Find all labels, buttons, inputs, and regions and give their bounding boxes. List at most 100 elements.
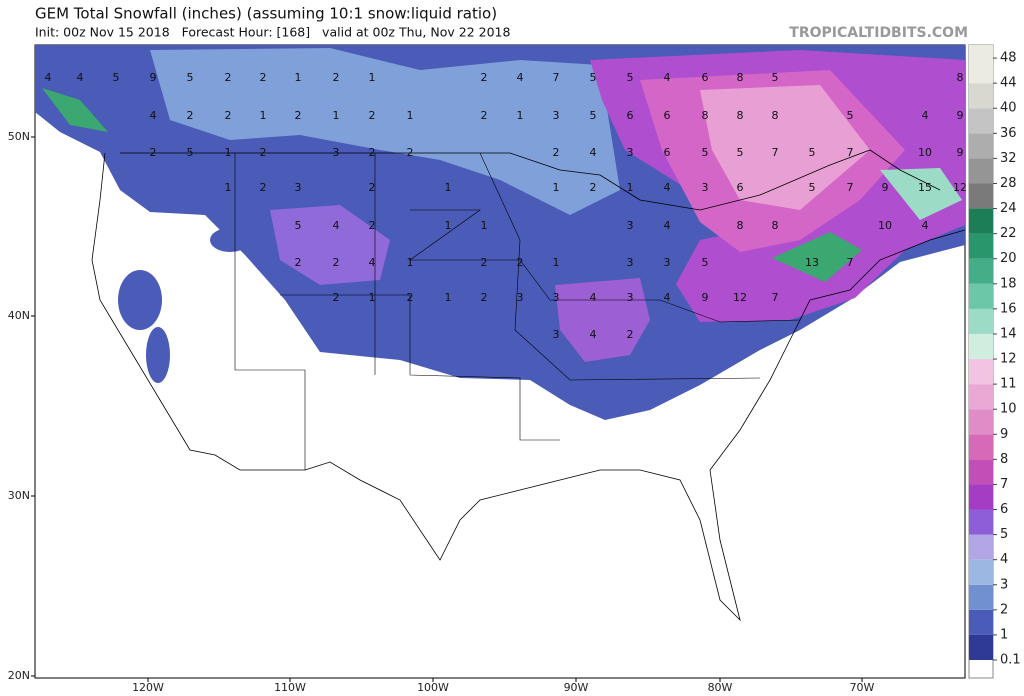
border: [120, 149, 941, 211]
contour-label: 2: [481, 71, 488, 84]
lat-label: 20N: [8, 669, 30, 682]
colorbar-swatch: [969, 45, 993, 59]
contour-label: 5: [187, 71, 194, 84]
contour-label: 4: [922, 109, 929, 122]
contour-label: 13: [805, 256, 819, 269]
contour-label: 2: [627, 328, 634, 341]
snow-region: [700, 85, 870, 210]
lat-label: 30N: [8, 489, 30, 502]
colorbar-label: 8: [1000, 452, 1008, 467]
colorbar-label: 12: [1000, 352, 1017, 367]
colorbar-label: 22: [1000, 226, 1017, 241]
contour-label: 4: [664, 291, 671, 304]
contour-label: 10: [878, 219, 892, 232]
contour-label: 2: [517, 256, 524, 269]
colorbar-swatch: [969, 233, 993, 259]
contour-label: 4: [369, 256, 376, 269]
contour-label: 12: [733, 291, 747, 304]
contour-label: 9: [150, 71, 157, 84]
contour-label: 8: [772, 219, 779, 232]
contour-label: 1: [445, 181, 452, 194]
contour-label: 1: [627, 181, 634, 194]
contour-label: 2: [333, 256, 340, 269]
lon-label: 90W: [564, 681, 589, 694]
snow-region: [146, 327, 170, 383]
contour-label: 4: [45, 71, 52, 84]
contour-label: 9: [702, 291, 709, 304]
colorbar-swatch: [969, 509, 993, 535]
colorbar-label: 44: [1000, 76, 1017, 91]
contour-label: 3: [627, 219, 634, 232]
colorbar-label: 24: [1000, 201, 1017, 216]
contour-label: 6: [737, 181, 744, 194]
colorbar-label: 1: [1000, 627, 1008, 642]
colorbar-swatch: [969, 534, 993, 560]
contour-label: 8: [737, 219, 744, 232]
contour-label: 2: [407, 146, 414, 159]
contour-label: 1: [225, 146, 232, 159]
contour-label: 4: [590, 328, 597, 341]
contour-label: 8: [737, 109, 744, 122]
colorbar-label: 32: [1000, 151, 1017, 166]
contour-label: 4: [150, 109, 157, 122]
snow-region: [772, 232, 862, 282]
contour-label: 2: [260, 71, 267, 84]
contour-label: 2: [225, 71, 232, 84]
colorbar-label: 18: [1000, 276, 1017, 291]
colorbar-swatch: [969, 258, 993, 284]
lat-label: 40N: [8, 309, 30, 322]
colorbar-label: 20: [1000, 251, 1017, 266]
contour-label: 2: [295, 256, 302, 269]
contour-label: 8: [702, 109, 709, 122]
colorbar-swatch: [969, 58, 993, 84]
contour-label: 1: [260, 109, 267, 122]
contour-label: 1: [295, 71, 302, 84]
contour-label: 2: [260, 146, 267, 159]
contour-label: 5: [809, 181, 816, 194]
colorbar-swatch: [969, 183, 993, 209]
contour-label: 1: [407, 109, 414, 122]
colorbar-label: 5: [1000, 527, 1008, 542]
contour-label: 6: [664, 109, 671, 122]
contour-label: 1: [407, 256, 414, 269]
colorbar-swatch: [969, 434, 993, 460]
colorbar-label: 0.1: [1000, 653, 1021, 668]
contour-label: 3: [553, 109, 560, 122]
contour-label: 1: [369, 291, 376, 304]
colorbar-label: 36: [1000, 126, 1017, 141]
snow-region: [118, 270, 162, 330]
contour-label: 10: [918, 146, 932, 159]
contour-label: 5: [847, 109, 854, 122]
colorbar-label: 7: [1000, 477, 1008, 492]
contour-label: 1: [369, 71, 376, 84]
contour-label: 1: [445, 291, 452, 304]
contour-label: 3: [702, 181, 709, 194]
snow-region: [880, 168, 962, 220]
colorbar-swatch: [969, 208, 993, 234]
contour-label: 4: [664, 71, 671, 84]
contour-label: 2: [260, 181, 267, 194]
contour-label: 5: [702, 256, 709, 269]
colorbar-swatch: [969, 83, 993, 109]
contour-label: 5: [627, 71, 634, 84]
contour-label: 2: [225, 109, 232, 122]
lat-label: 50N: [8, 130, 30, 143]
contour-label: 2: [333, 291, 340, 304]
contour-label: 9: [957, 109, 964, 122]
contour-label: 1: [333, 109, 340, 122]
colorbar-swatch: [969, 158, 993, 184]
contour-label: 2: [369, 181, 376, 194]
contour-label: 12: [953, 181, 967, 194]
contour-label: 4: [590, 146, 597, 159]
colorbar-swatch: [969, 584, 993, 610]
colorbar-label: 6: [1000, 502, 1008, 517]
colorbar-label: 2: [1000, 602, 1008, 617]
contour-label: 15: [918, 181, 932, 194]
contour-label: 9: [882, 181, 889, 194]
contour-label: 5: [702, 146, 709, 159]
contour-label: 2: [481, 291, 488, 304]
contour-label: 3: [627, 146, 634, 159]
colorbar-label: 40: [1000, 101, 1017, 116]
